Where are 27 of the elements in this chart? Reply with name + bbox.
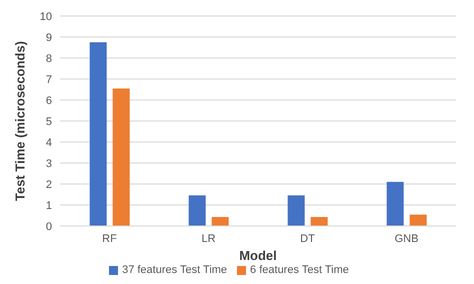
bar <box>90 42 107 226</box>
bar <box>288 195 305 226</box>
bar <box>188 195 206 226</box>
y-tick-label: 8 <box>46 52 52 65</box>
x-axis-title: Model <box>239 248 277 263</box>
y-tick-label: 4 <box>46 136 52 149</box>
x-tick-label: DT <box>300 232 316 245</box>
y-tick-label: 0 <box>46 220 52 233</box>
y-tick-label: 5 <box>46 116 52 128</box>
y-tick-label: 9 <box>46 32 52 44</box>
bar <box>410 214 427 226</box>
y-tick-label: 6 <box>46 94 52 107</box>
x-tick-label: RF <box>102 232 118 245</box>
y-tick-label: 1 <box>46 200 52 212</box>
x-tick-label: LR <box>201 232 216 245</box>
bar <box>310 216 328 226</box>
legend-label: 37 features Test Time <box>122 264 228 276</box>
bar <box>112 88 130 226</box>
y-axis-title: Test Time (microseconds) <box>12 41 28 201</box>
y-tick-label: 3 <box>46 158 52 170</box>
y-tick-label: 2 <box>46 178 52 191</box>
legend-label: 6 features Test Time <box>250 264 349 276</box>
bar <box>386 182 404 226</box>
y-tick-label: 10 <box>40 10 52 23</box>
x-tick-label: GNB <box>394 232 418 245</box>
bar <box>212 216 229 226</box>
y-tick-label: 7 <box>46 74 52 86</box>
